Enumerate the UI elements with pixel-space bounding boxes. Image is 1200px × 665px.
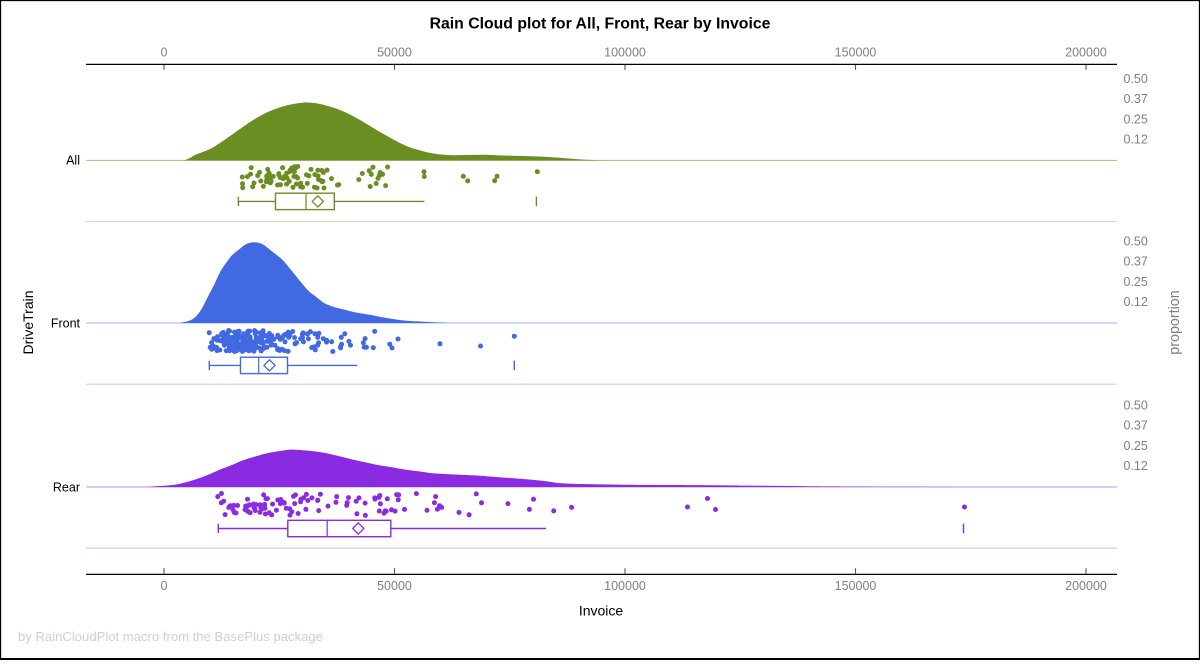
svg-text:All: All: [66, 154, 80, 168]
svg-text:0.37: 0.37: [1124, 92, 1148, 106]
svg-text:DriveTrain: DriveTrain: [20, 290, 36, 354]
svg-text:0: 0: [161, 46, 168, 60]
svg-text:0.12: 0.12: [1124, 459, 1148, 473]
svg-text:proportion: proportion: [1167, 290, 1183, 354]
svg-text:0.37: 0.37: [1124, 255, 1148, 269]
svg-text:by RainCloudPlot macro from th: by RainCloudPlot macro from the BasePlus…: [18, 629, 323, 644]
svg-text:0.25: 0.25: [1124, 112, 1148, 126]
svg-text:0.12: 0.12: [1124, 133, 1148, 147]
svg-text:50000: 50000: [377, 46, 412, 60]
svg-text:0.50: 0.50: [1124, 235, 1148, 249]
svg-text:0: 0: [161, 579, 168, 593]
svg-text:Invoice: Invoice: [579, 603, 624, 619]
svg-text:100000: 100000: [604, 579, 646, 593]
svg-text:0.25: 0.25: [1124, 439, 1148, 453]
svg-text:50000: 50000: [377, 579, 412, 593]
svg-text:0.25: 0.25: [1124, 275, 1148, 289]
svg-text:0.50: 0.50: [1124, 399, 1148, 413]
svg-text:150000: 150000: [835, 46, 877, 60]
svg-text:Rear: Rear: [53, 480, 80, 494]
svg-text:200000: 200000: [1065, 579, 1107, 593]
svg-text:0.12: 0.12: [1124, 295, 1148, 309]
svg-text:0.50: 0.50: [1124, 72, 1148, 86]
svg-text:100000: 100000: [604, 46, 646, 60]
svg-text:0.37: 0.37: [1124, 419, 1148, 433]
svg-text:150000: 150000: [835, 579, 877, 593]
svg-text:Front: Front: [51, 316, 81, 330]
svg-text:200000: 200000: [1065, 46, 1107, 60]
svg-text:Rain Cloud plot for All, Front: Rain Cloud plot for All, Front, Rear by …: [430, 15, 771, 32]
